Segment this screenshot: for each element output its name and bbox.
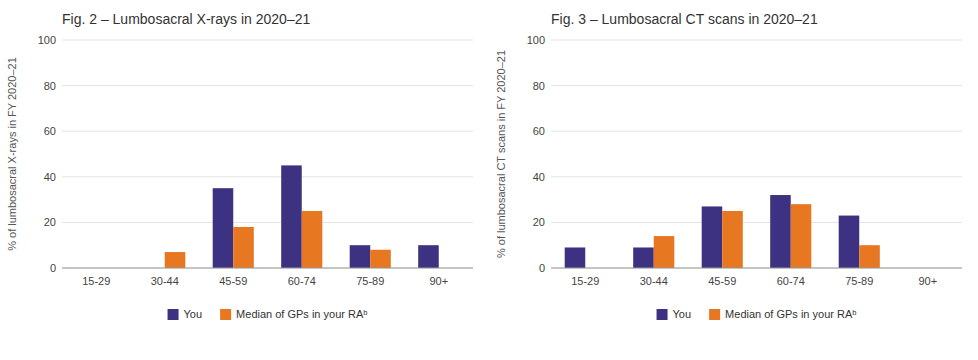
- grid-line: [62, 222, 473, 223]
- x-axis-line: [62, 268, 473, 269]
- x-tick-label: 90+: [429, 275, 448, 287]
- x-tick-label: 30-44: [151, 275, 179, 287]
- legend-swatch: [220, 309, 231, 320]
- bar: [418, 245, 439, 268]
- grid-line: [551, 176, 962, 177]
- legend-swatch: [657, 309, 668, 320]
- bar: [654, 236, 675, 268]
- x-axis-line: [551, 268, 962, 269]
- y-tick-label: 80: [44, 80, 56, 92]
- legend: You Median of GPs in your RAᵇ: [657, 308, 857, 320]
- grid-line: [62, 268, 473, 269]
- chart-panel: Fig. 2 – Lumbosacral X-rays in 2020–21 0 2…: [6, 11, 473, 320]
- x-tick-label: 60-74: [288, 275, 316, 287]
- y-tick-label: 40: [44, 171, 56, 183]
- bar: [633, 247, 654, 268]
- grid-line: [551, 222, 962, 223]
- grid-line: [62, 40, 473, 41]
- bars: [565, 195, 880, 268]
- bar: [281, 165, 302, 268]
- bar: [213, 188, 234, 268]
- grid-line: [551, 40, 962, 41]
- grid-line: [62, 85, 473, 86]
- bar: [165, 252, 186, 268]
- bar: [565, 247, 586, 268]
- grid-line: [551, 85, 962, 86]
- y-tick-label: 100: [527, 34, 545, 46]
- chart-canvas: Fig. 2 – Lumbosacral X-rays in 2020–21 0 2…: [0, 0, 978, 360]
- x-tick-label: 15-29: [82, 275, 110, 287]
- bar: [702, 206, 723, 268]
- legend: You Median of GPs in your RAᵇ: [168, 308, 368, 320]
- y-tick-label: 60: [533, 125, 545, 137]
- x-tick-label: 60-74: [777, 275, 805, 287]
- x-tick-label: 45-59: [219, 275, 247, 287]
- grid-line: [551, 131, 962, 132]
- y-axis-label: % of lumbosacral CT scans in FY 2020–21: [495, 50, 507, 258]
- bar: [770, 195, 791, 268]
- y-tick-label: 20: [44, 216, 56, 228]
- chart-title: Fig. 3 – Lumbosacral CT scans in 2020–21: [551, 11, 818, 27]
- legend-label: You: [184, 308, 203, 320]
- bar: [722, 211, 743, 268]
- y-tick-label: 0: [50, 262, 56, 274]
- grid-line: [62, 131, 473, 132]
- x-tick-label: 75-89: [845, 275, 873, 287]
- chart-panel: Fig. 3 – Lumbosacral CT scans in 2020–21…: [495, 11, 962, 320]
- page: {"chart_data": [ {"type": "bar", "title"…: [0, 0, 978, 360]
- legend-label: Median of GPs in your RAᵇ: [725, 308, 856, 320]
- x-tick-label: 75-89: [356, 275, 384, 287]
- legend-swatch: [168, 309, 179, 320]
- bar: [302, 211, 323, 268]
- legend-label: You: [673, 308, 692, 320]
- bar: [370, 250, 391, 268]
- legend-swatch: [709, 309, 720, 320]
- x-tick-label: 15-29: [571, 275, 599, 287]
- x-tick-label: 30-44: [640, 275, 668, 287]
- x-tick-label: 45-59: [708, 275, 736, 287]
- y-tick-label: 60: [44, 125, 56, 137]
- bar: [839, 216, 860, 268]
- chart-title: Fig. 2 – Lumbosacral X-rays in 2020–21: [62, 11, 310, 27]
- bar: [350, 245, 371, 268]
- bar: [233, 227, 254, 268]
- bars: [165, 165, 439, 268]
- legend-label: Median of GPs in your RAᵇ: [236, 308, 367, 320]
- x-tick-label: 90+: [918, 275, 937, 287]
- grid-line: [62, 176, 473, 177]
- grid-line: [551, 268, 962, 269]
- y-tick-label: 40: [533, 171, 545, 183]
- bar: [791, 204, 812, 268]
- y-axis-label: % of lumbosacral X-rays in FY 2020–21: [6, 57, 18, 251]
- y-tick-label: 80: [533, 80, 545, 92]
- y-tick-label: 100: [38, 34, 56, 46]
- bar: [859, 245, 880, 268]
- y-tick-label: 20: [533, 216, 545, 228]
- y-tick-label: 0: [539, 262, 545, 274]
